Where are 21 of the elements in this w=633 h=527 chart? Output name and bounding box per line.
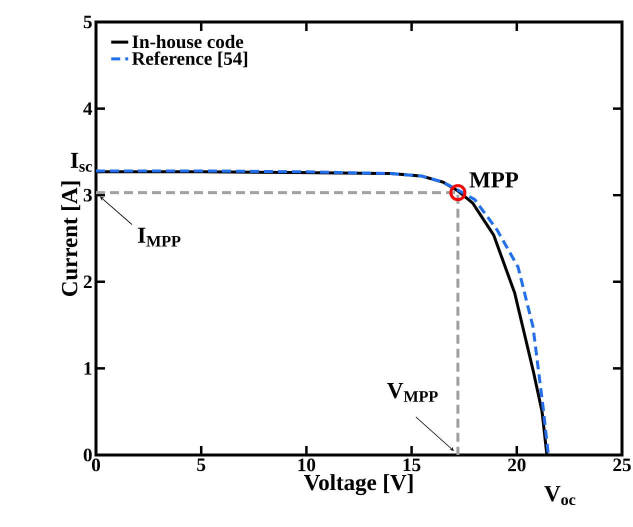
y-tick-label: 4 (83, 102, 92, 115)
annotation: V$_{MPP}$ (387, 383, 438, 402)
x-tick-label: 25 (613, 458, 631, 472)
y-tick-label: 2 (84, 276, 92, 288)
x-tick-label: 0 (92, 458, 100, 472)
x-tick-label: 20 (508, 458, 526, 472)
y-axis-title: Current [A] (61, 182, 80, 296)
y-tick-label: 3 (84, 188, 92, 202)
annotation: I$_{sc}$ (70, 152, 92, 172)
legend-label: Reference [54] (132, 51, 248, 68)
y-tick-label: 5 (84, 16, 92, 28)
y-tick-label: 1 (84, 362, 92, 375)
x-tick-label: 5 (197, 458, 206, 472)
annotation: V$_{oc}$ (544, 486, 576, 506)
y-tick-label: 0 (84, 448, 92, 462)
annotation: MPP (469, 172, 518, 188)
x-axis-title: Voltage [V] (304, 474, 413, 496)
x-tick-label: 10 (298, 458, 316, 472)
annotation: I$_{MPP}$ (138, 228, 180, 247)
x-tick-label: 15 (404, 458, 420, 472)
legend-label: In-house code (132, 34, 244, 48)
